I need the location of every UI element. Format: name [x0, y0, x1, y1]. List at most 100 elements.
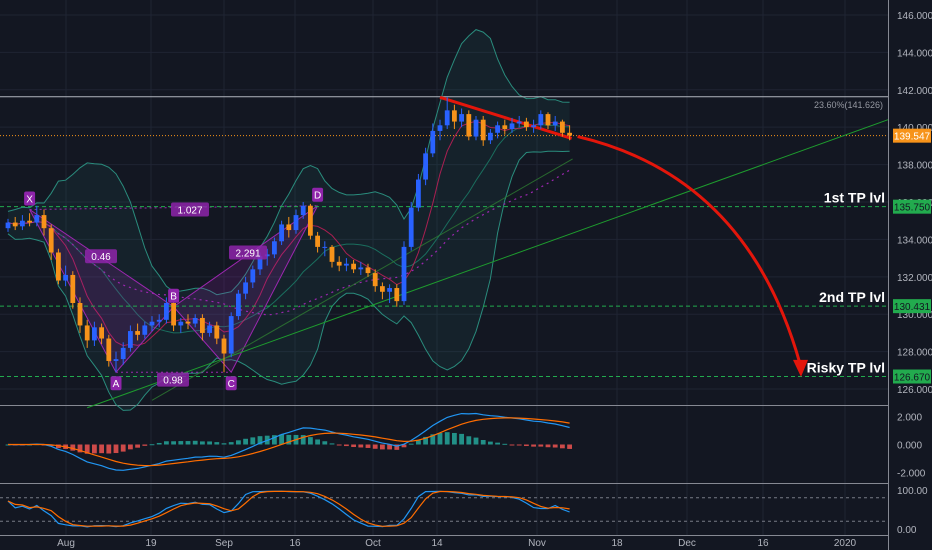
macd-histogram-bar [250, 437, 256, 445]
forecast-arrow [577, 135, 808, 377]
macd-histogram-bar [466, 436, 472, 445]
candle-body [452, 110, 457, 122]
price-tick-label: 142.000 [897, 86, 932, 97]
time-tick-label: Oct [365, 538, 381, 549]
macd-histogram-bar [300, 435, 306, 445]
stoch-tick-label: 100.00 [897, 486, 928, 497]
tp-price-tag: 126.670 [894, 373, 931, 384]
macd-histogram-bar [257, 436, 263, 445]
macd-histogram-bar [430, 434, 436, 445]
price-tick-label: 130.000 [897, 310, 932, 321]
price-tick-label: 138.000 [897, 161, 932, 172]
candle-body [41, 215, 47, 229]
candle-body [221, 338, 227, 354]
macd-histogram-bar [480, 439, 486, 445]
candle-body [48, 228, 54, 253]
macd-histogram-bar [545, 444, 551, 448]
candle-body [322, 246, 328, 248]
macd-histogram-bar [416, 440, 421, 445]
macd-histogram-bar [207, 441, 212, 445]
price-tick-label: 126.000 [897, 385, 932, 396]
macd-histogram-bar [128, 444, 133, 450]
candle-body [34, 215, 40, 223]
candle-body [552, 121, 558, 126]
candle-body [509, 123, 515, 130]
point-label: C [228, 379, 235, 390]
candle-body [495, 125, 500, 133]
macd-histogram-bar [516, 444, 522, 446]
point-label: A [113, 379, 120, 390]
candle-body [437, 125, 443, 131]
macd-histogram-bar [423, 436, 428, 445]
candle-body [99, 327, 104, 339]
macd-histogram-bar [156, 442, 162, 445]
candle-body [473, 119, 479, 137]
ratio-label: 0.98 [163, 376, 183, 387]
macd-histogram-bar [509, 444, 515, 446]
macd-histogram-bar [531, 444, 536, 447]
candle-body [524, 121, 529, 128]
point-label-bg [312, 187, 324, 202]
tp-level-label: Risky TP lvl [807, 360, 885, 376]
macd-histogram-bar [495, 442, 500, 445]
point-label-bg [110, 376, 122, 391]
macd-histogram-bar [120, 444, 126, 452]
candle-body [77, 303, 83, 326]
candle-body [228, 316, 234, 354]
candle-body [387, 288, 392, 292]
macd-histogram-bar [200, 441, 205, 445]
macd-histogram-bar [452, 432, 457, 445]
candle-body [308, 205, 313, 236]
last-price-tag: 139.547 [894, 132, 931, 143]
macd-histogram-bar [214, 442, 220, 445]
candle-body [488, 132, 493, 141]
candle-body [207, 325, 212, 333]
macd-histogram-bar [99, 444, 104, 454]
macd-tick-label: 2.000 [897, 412, 922, 423]
tp-level-label: 2nd TP lvl [819, 289, 885, 305]
macd-tick-label: -2.000 [897, 469, 926, 480]
price-tick-label: 146.000 [897, 11, 932, 22]
macd-histogram-bar [358, 444, 364, 448]
candle-body [531, 125, 536, 128]
stoch-tick-label: 0.00 [897, 525, 917, 536]
macd-histogram-bar [524, 444, 529, 447]
macd-histogram-bar [365, 444, 371, 448]
macd-histogram-bar [408, 443, 414, 445]
price-tick-label: 134.000 [897, 235, 932, 246]
macd-histogram-bar [92, 444, 97, 454]
tp-price-tag-bg [893, 199, 931, 214]
candle-body [214, 325, 220, 339]
tp-price-tag-bg [893, 299, 931, 314]
candle-body [156, 319, 162, 322]
time-tick-label: 14 [431, 538, 443, 549]
ratio-label-bg [229, 245, 267, 260]
forecast-arrow-shaft [577, 135, 802, 365]
price-tick-label: 132.000 [897, 273, 932, 284]
candle-body [12, 222, 18, 227]
candle-body [200, 317, 205, 333]
price-tick-label: 144.000 [897, 48, 932, 59]
candle-body [380, 286, 385, 292]
candle-body [560, 121, 565, 133]
macd-pane: 2.000 0.000 -2.000 [5, 412, 926, 480]
stoch-d-line [7, 490, 570, 527]
candle-body [20, 220, 25, 227]
point-label: B [170, 292, 177, 303]
candle-body [128, 331, 133, 348]
macd-tick-label: 0.000 [897, 441, 922, 452]
point-label-bg [168, 288, 180, 303]
candle-body [416, 179, 421, 208]
macd-histogram-bar [286, 434, 292, 445]
candle-body [56, 252, 61, 281]
candle-body [401, 246, 407, 302]
macd-histogram-bar [538, 444, 544, 447]
candle-body [63, 274, 68, 281]
trend-lines [87, 95, 889, 409]
tp-price-tag: 135.750 [894, 203, 931, 214]
candle-body [315, 235, 320, 247]
candle-body [286, 224, 292, 231]
candle-body [365, 267, 371, 274]
